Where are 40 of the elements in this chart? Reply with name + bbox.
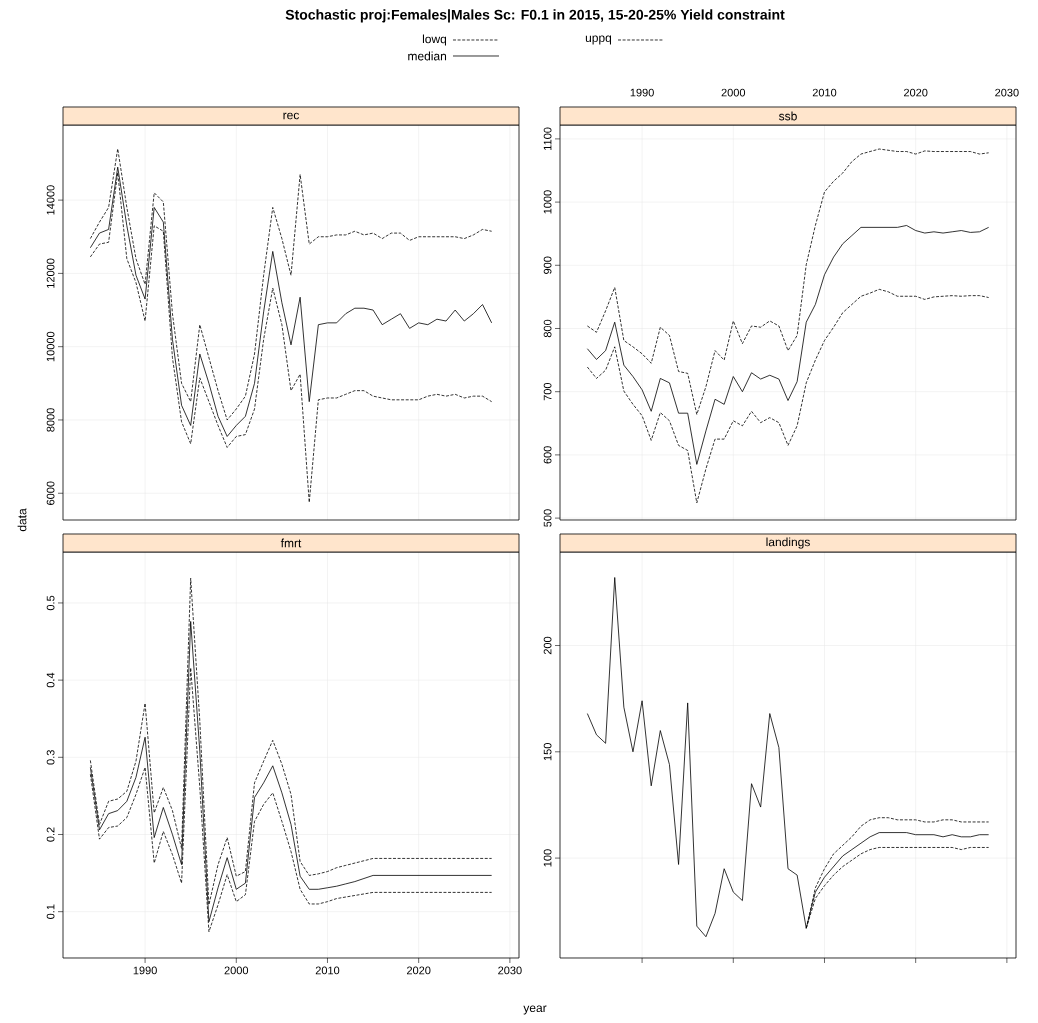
x-tick-label: 2010 [812, 88, 837, 97]
x-tick-label: 2000 [721, 88, 746, 97]
x-tick-label: 2000 [224, 966, 249, 975]
y-tick-label: 0.3 [46, 750, 55, 765]
y-tick-label: 150 [543, 743, 552, 761]
y-tick-label: 0.4 [46, 672, 55, 688]
legend-label: uppq [585, 35, 612, 45]
chart-title: ssb [779, 111, 797, 121]
y-tick-label: 100 [543, 849, 552, 867]
x-tick-label: 1990 [133, 966, 157, 975]
legend-label: lowq [422, 34, 447, 46]
x-tick-label: 1990 [630, 88, 654, 97]
y-tick-label: 10000 [46, 331, 55, 362]
y-tick-label: 0.1 [46, 904, 55, 919]
y-tick-label: 800 [543, 319, 552, 338]
y-tick-label: 1100 [543, 127, 552, 150]
y-tick-label: 1000 [543, 190, 552, 214]
y-tick-label: 200 [543, 636, 552, 655]
chart-title: rec [283, 112, 300, 120]
y-tick-label: 900 [543, 256, 552, 274]
y-tick-label: 8000 [46, 408, 55, 432]
y-tick-label: 0.5 [46, 595, 55, 611]
text: Stochastic proj:Females|Males Sc: F0.1 in 2015, 15-20-25% Yield constraint [285, 9, 785, 23]
y-tick-label: 500 [543, 509, 552, 527]
y-tick-label: 700 [543, 382, 552, 401]
x-tick-label: 2030 [498, 966, 522, 975]
y-tick-label: 6000 [46, 481, 55, 505]
y-tick-label: 12000 [46, 258, 55, 288]
y-tick-label: 600 [543, 446, 552, 464]
y-tick-label: 14000 [46, 185, 55, 215]
legend-label: median [408, 51, 447, 61]
chart-title: landings [766, 537, 810, 549]
chart-title: fmrt [280, 538, 302, 548]
x-axis-title: year [523, 1005, 547, 1015]
x-tick-label: 2020 [904, 88, 928, 97]
x-tick-label: 2020 [407, 966, 431, 975]
y-tick-label: 0.2 [46, 827, 55, 842]
x-tick-label: 2030 [995, 88, 1019, 97]
x-tick-label: 2010 [315, 966, 340, 975]
y-axis-title: data [17, 508, 27, 532]
